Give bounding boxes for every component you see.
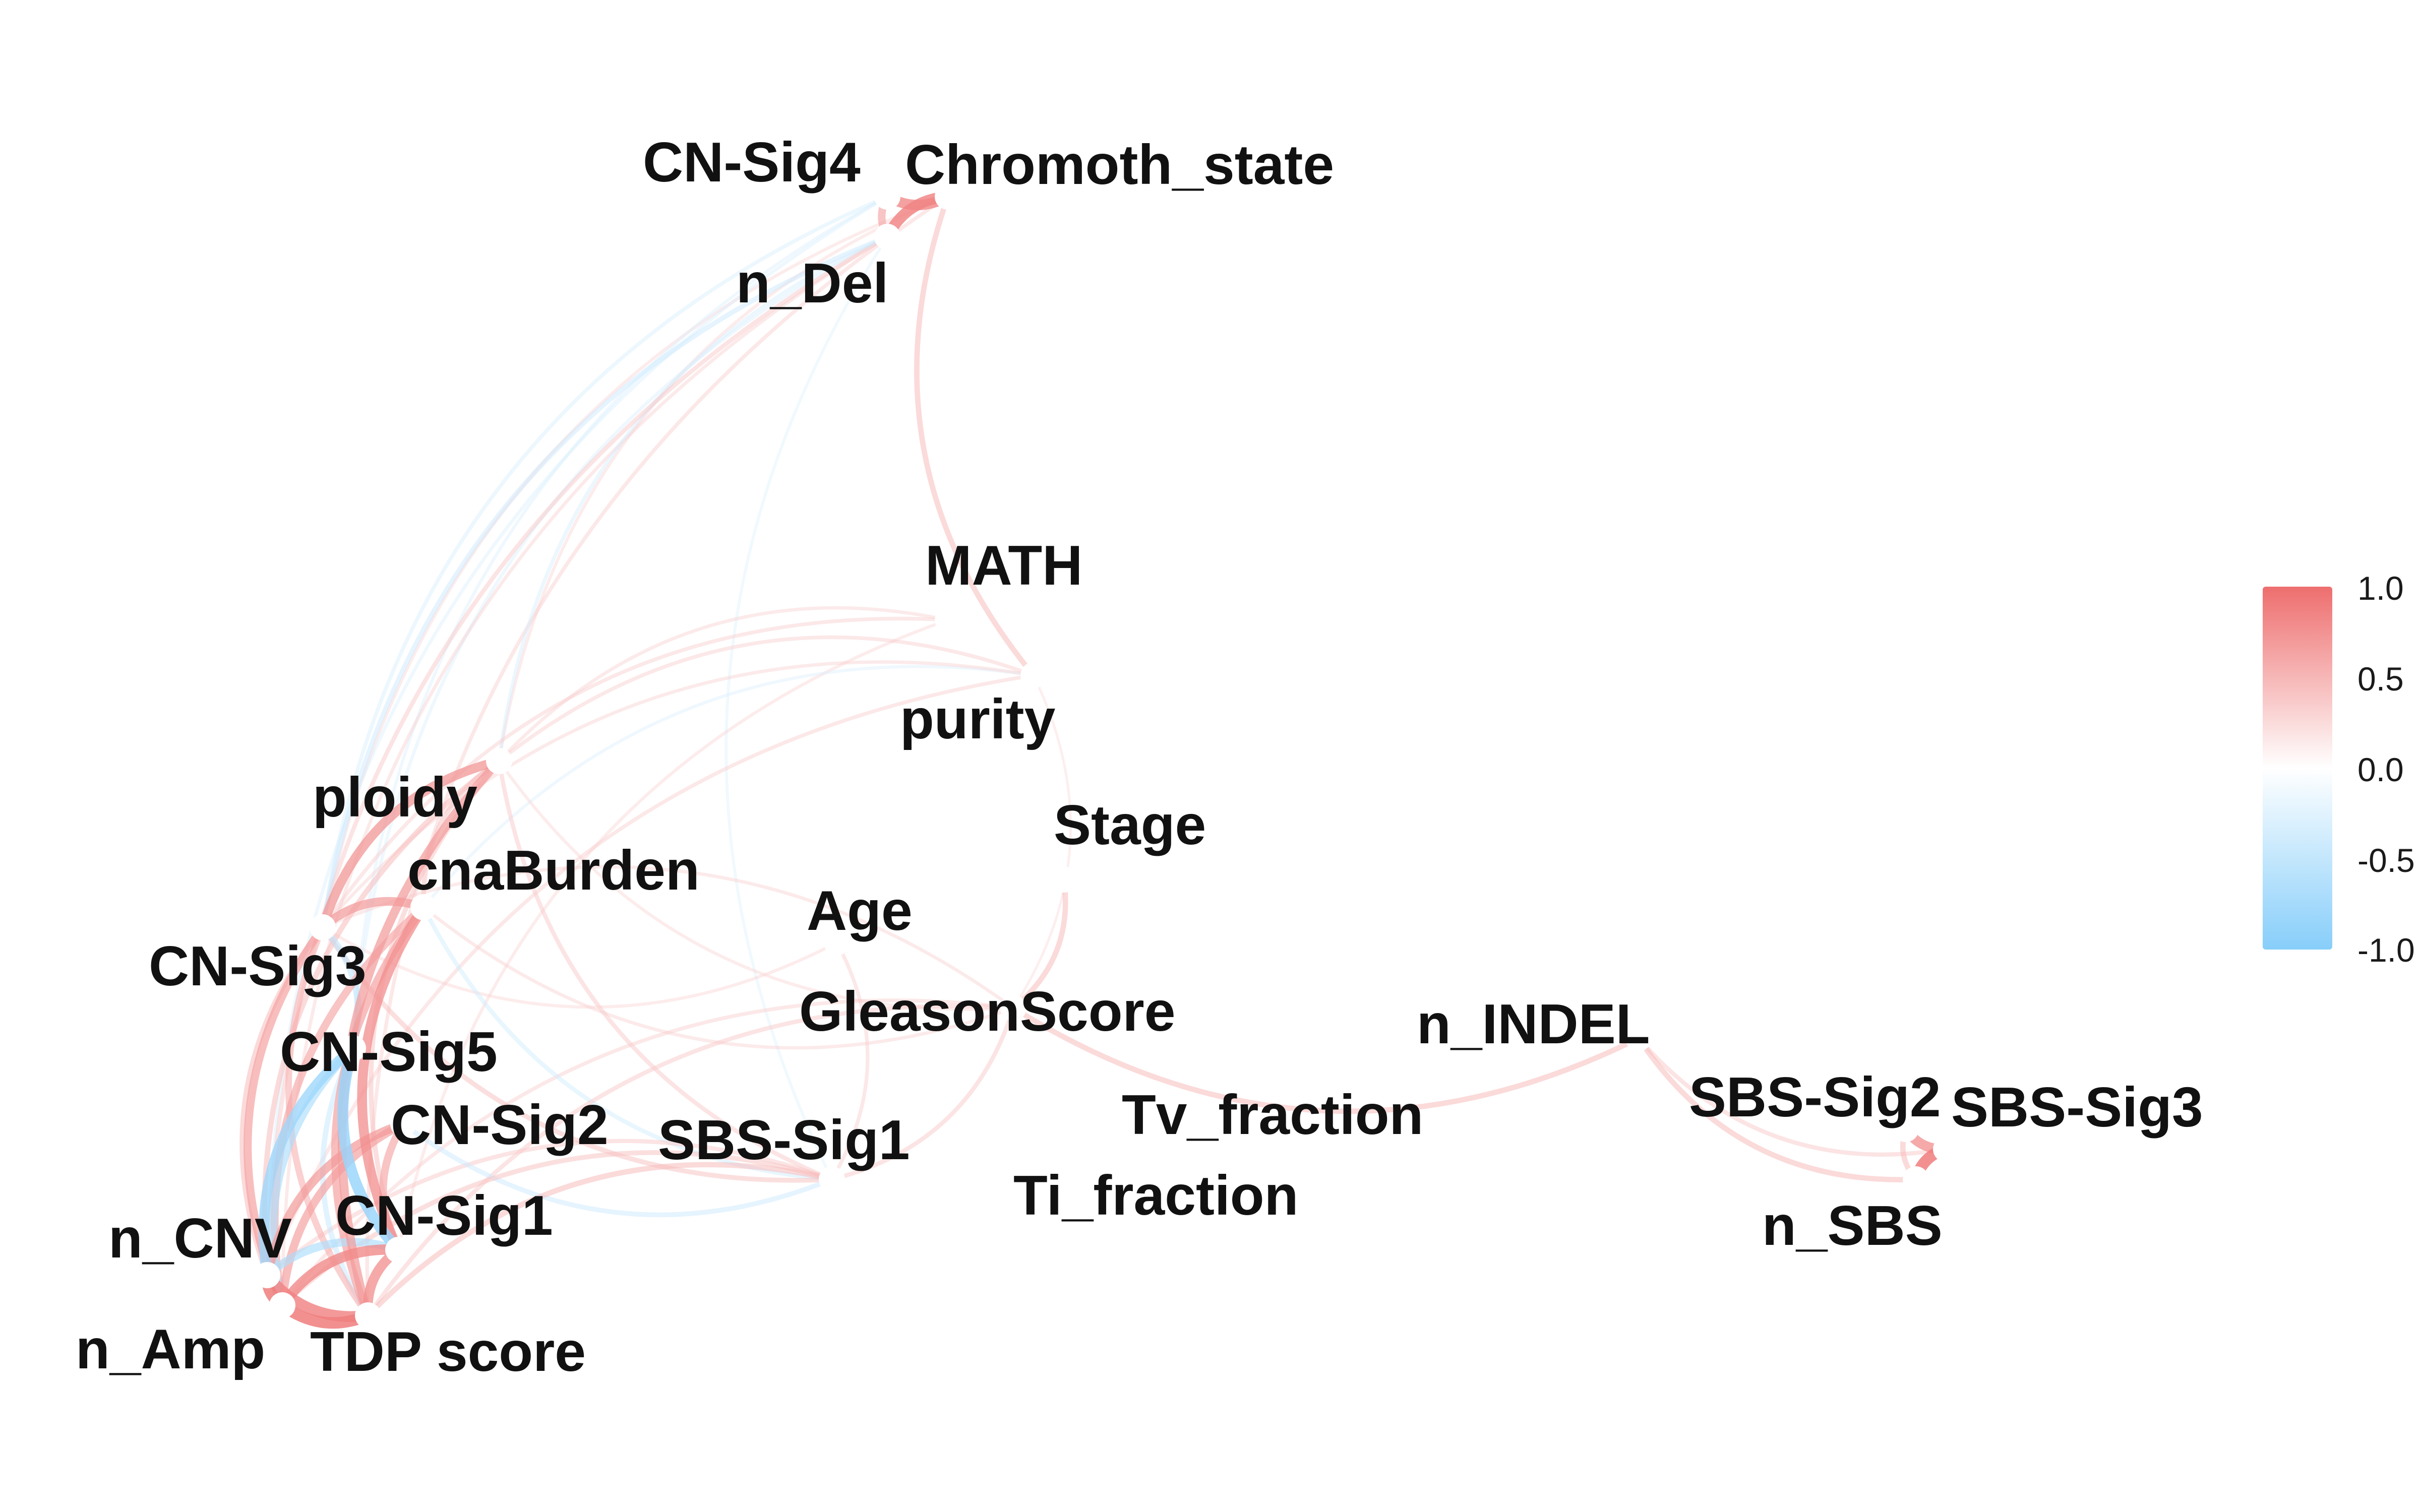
edge-cn_sig2-n_cnv [263, 1119, 408, 1280]
node-label-age: Age [807, 879, 913, 942]
edge-sbs_sig1-tdp_score [365, 1162, 835, 1318]
edge-chromoth_state-ploidy [497, 195, 950, 763]
node-label-tdp_score: TDP score [310, 1320, 586, 1383]
edge-n_del-sbs_sig1 [724, 235, 889, 1181]
node-label-gleasonscore: GleasonScore [799, 980, 1176, 1043]
node-sbs_sig1 [819, 1166, 845, 1192]
edge-n_del-ploidy [497, 235, 889, 763]
node-cnaburden [410, 894, 437, 920]
node-n_sbs [1903, 1166, 1929, 1192]
node-label-cn_sig2: CN-Sig2 [391, 1094, 609, 1156]
node-chromoth_state [935, 183, 961, 210]
edge-cn_sig3-age [321, 925, 839, 1009]
edge-cn_sig5-cn_sig1 [337, 1043, 404, 1255]
legend-tick-label: 1.0 [2357, 570, 2404, 607]
node-sbs_sig3 [1933, 1136, 1959, 1162]
edge-chromoth_state-purity [914, 194, 1037, 678]
edge-gleasonscore-cn_sig3 [321, 865, 1015, 1010]
edge-gleasonscore-purity [1012, 674, 1072, 1010]
edge-cn_sig2-n_amp [278, 1119, 408, 1310]
node-n_indel [1625, 1025, 1652, 1051]
legend-tick-label: -0.5 [2357, 842, 2415, 879]
node-label-sbs_sig1: SBS-Sig1 [658, 1109, 910, 1171]
node-label-ploidy: ploidy [313, 766, 477, 829]
edge-math-cn_sig1 [396, 618, 950, 1252]
edge-cnaburden-gleasonscore [421, 905, 1015, 1050]
node-label-cnaburden: cnaBurden [407, 839, 700, 902]
edge-sbs_sig1-gleasonscore [829, 1005, 1016, 1182]
node-ploidy [486, 748, 512, 774]
legend-tick-label: 0.5 [2357, 660, 2404, 698]
edge-cn_sig5-n_cnv [259, 1043, 358, 1281]
node-ti_fraction [1071, 1181, 1097, 1208]
edge-purity-ploidy [497, 635, 1036, 763]
node-label-n_del: n_Del [736, 252, 888, 314]
node-purity [1020, 662, 1047, 688]
legend-colorbar [2263, 587, 2332, 950]
node-label-math: MATH [925, 534, 1082, 597]
edge-cnaburden-cn_sig1 [357, 902, 429, 1255]
node-age [824, 929, 850, 956]
edge-ploidy-tdp_score [338, 757, 504, 1320]
edge-cnaburden-cn_sig3 [318, 897, 428, 932]
edge-gleasonscore-n_indel [1010, 1005, 1642, 1114]
edge-gleasonscore-tdp_score [366, 1003, 1016, 1318]
edge-n_del-cn_sig3 [320, 234, 890, 930]
node-label-purity: purity [900, 688, 1056, 750]
labels-layer: CN-Sig4 Chromoth_state n_Del MATH purity ploi… [76, 131, 2203, 1383]
node-n_del [874, 224, 900, 250]
node-label-ti_fraction: Ti_fraction [1013, 1164, 1298, 1227]
edge-math-ploidy [497, 606, 950, 763]
node-cn_sig1 [385, 1237, 411, 1263]
node-label-sbs_sig3: SBS-Sig3 [1951, 1076, 2203, 1139]
legend-tick-label: -1.0 [2357, 931, 2415, 969]
edges-layer [239, 191, 1952, 1329]
edge-math-cn_sig3 [321, 616, 950, 929]
edge-cn_sig2-sbs_sig1 [401, 1121, 834, 1218]
node-label-cn_sig3: CN-Sig3 [149, 935, 367, 997]
edge-gleasonscore-stage [1010, 876, 1068, 1011]
node-label-cn_sig1: CN-Sig1 [335, 1184, 553, 1247]
node-label-n_cnv: n_CNV [108, 1207, 292, 1270]
node-math [935, 607, 961, 633]
edge-cn_sig1-n_amp [277, 1244, 404, 1311]
legend-tick-label: 0.0 [2357, 751, 2404, 788]
nodes-layer [254, 183, 1959, 1329]
node-cn_sig3 [310, 914, 336, 940]
node-label-n_indel: n_INDEL [1417, 993, 1650, 1055]
node-label-stage: Stage [1054, 794, 1206, 856]
edge-sbs_sig1-age [830, 940, 870, 1181]
node-tdp_score [355, 1302, 381, 1329]
node-label-cn_sig4: CN-Sig4 [643, 131, 861, 194]
edge-ploidy-cn_sig3 [318, 756, 504, 932]
node-cn_sig5 [340, 1035, 366, 1061]
node-tv_fraction [1162, 1101, 1188, 1127]
edge-ploidy-sbs_sig1 [497, 759, 834, 1182]
node-label-sbs_sig2: SBS-Sig2 [1689, 1066, 1941, 1128]
node-label-n_sbs: n_SBS [1762, 1194, 1943, 1257]
edge-chromoth_state-tdp_score [365, 195, 950, 1317]
node-label-tv_fraction: Tv_fraction [1122, 1084, 1423, 1146]
edge-cn_sig4-cn_sig3 [321, 195, 889, 929]
edge-purity-cnaburden [421, 665, 1036, 909]
edge-n_indel-n_sbs [1636, 1035, 1919, 1182]
edge-n_indel-sbs_sig3 [1636, 1036, 1949, 1157]
node-label-chromoth_state: Chromoth_state [905, 134, 1334, 196]
node-cn_sig4 [874, 183, 900, 210]
node-n_cnv [254, 1262, 280, 1288]
edge-ploidy-gleasonscore [497, 759, 1015, 1011]
color-legend: 1.0 0.5 0.0 -0.5 -1.0 [2263, 570, 2415, 969]
node-sbs_sig2 [1893, 1116, 1919, 1142]
node-label-n_amp: n_Amp [76, 1318, 265, 1380]
edge-n_del-cn_sig5 [351, 235, 889, 1050]
node-label-cn_sig5: CN-Sig5 [280, 1021, 498, 1083]
node-gleasonscore [1000, 995, 1026, 1021]
node-cn_sig2 [390, 1111, 416, 1137]
node-stage [1051, 866, 1077, 893]
node-n_amp [269, 1292, 295, 1318]
